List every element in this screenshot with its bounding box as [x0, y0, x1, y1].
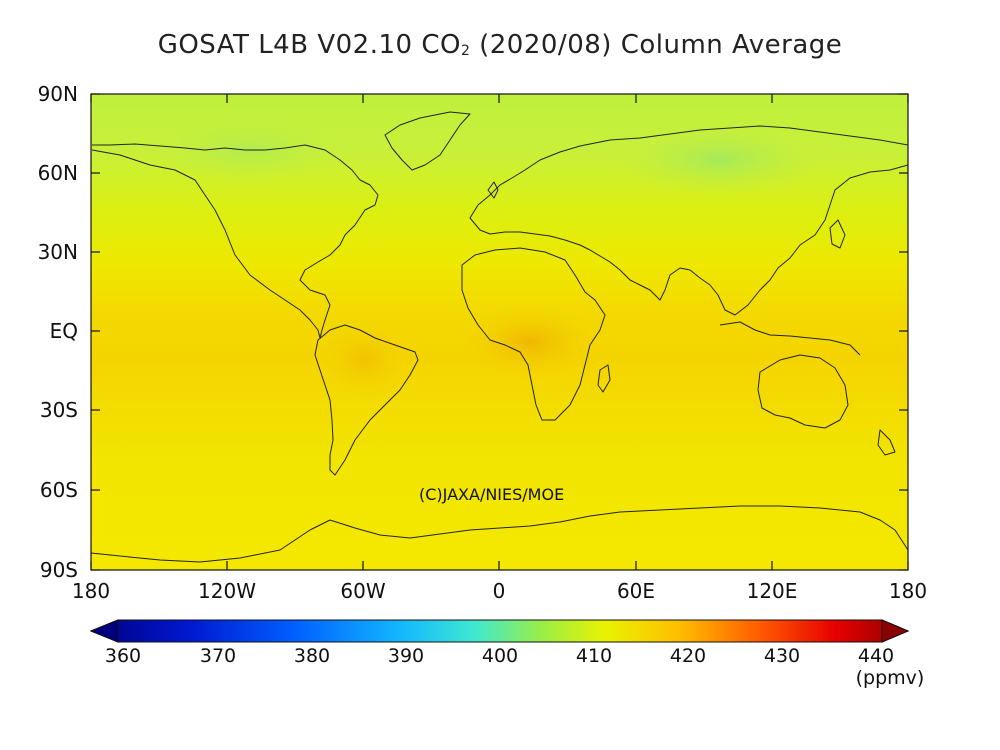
- colorbar-tick-label: 360: [105, 645, 141, 667]
- y-tick-label: 30S: [40, 398, 78, 422]
- map-title: GOSAT L4B V02.10 CO2 (2020/08) Column Av…: [157, 30, 843, 60]
- antarctica-coast: [91, 505, 908, 563]
- co2-field: [91, 94, 908, 570]
- y-tick-label: 30N: [38, 240, 78, 264]
- colorbar-tick-labels: 360 370 380 390 400 410 420 430 440: [105, 645, 894, 667]
- colorbar-tick-label: 430: [764, 645, 800, 667]
- colorbar: [89, 619, 910, 643]
- colorbar-unit: (ppmv): [856, 667, 925, 689]
- y-tick-label: 90N: [38, 82, 78, 106]
- x-tick-labels: 180 120W 60W 0 60E 120E 180: [72, 579, 927, 603]
- africa-coast: [461, 247, 606, 421]
- y-tick-label: 60N: [38, 161, 78, 185]
- colorbar-min-arrow: [89, 619, 119, 643]
- coastlines: [91, 111, 908, 563]
- y-tick-label: 90S: [40, 558, 78, 582]
- x-tick-label: 120W: [198, 579, 256, 603]
- colorbar-max-arrow: [881, 619, 910, 643]
- colorbar-bar: [89, 619, 910, 643]
- x-tick-marks: [90, 94, 909, 570]
- x-tick-label: 0: [493, 579, 506, 603]
- colorbar-tick-label: 420: [670, 645, 706, 667]
- eurasia-coast: [469, 125, 908, 316]
- australia-coast: [757, 354, 849, 429]
- south-america-coast: [314, 324, 419, 476]
- y-tick-labels: 90N 60N 30N EQ 30S 60S 90S: [38, 82, 78, 582]
- madagascar-coast: [597, 364, 611, 393]
- y-tick-label: EQ: [50, 319, 78, 343]
- x-tick-label: 60E: [617, 579, 655, 603]
- colorbar-tick-label: 390: [388, 645, 424, 667]
- greenland-coast: [384, 111, 471, 171]
- colorbar-tick-label: 370: [200, 645, 236, 667]
- colorbar-tick-label: 380: [294, 645, 330, 667]
- north-america-coast: [91, 143, 379, 339]
- new-zealand-coast: [877, 429, 896, 456]
- y-tick-label: 60S: [40, 478, 78, 502]
- japan-coast: [829, 219, 846, 249]
- x-tick-label: 180: [72, 579, 110, 603]
- x-tick-label: 60W: [340, 579, 385, 603]
- credit-text: (C)JAXA/NIES/MOE: [419, 485, 564, 504]
- x-tick-label: 180: [889, 579, 927, 603]
- uk-coast: [487, 181, 499, 199]
- indonesia-islands: [719, 321, 861, 356]
- colorbar-tick-label: 440: [858, 645, 894, 667]
- x-tick-label: 120E: [747, 579, 798, 603]
- y-tick-marks: [91, 93, 908, 571]
- colorbar-tick-label: 400: [482, 645, 518, 667]
- colorbar-tick-label: 410: [576, 645, 612, 667]
